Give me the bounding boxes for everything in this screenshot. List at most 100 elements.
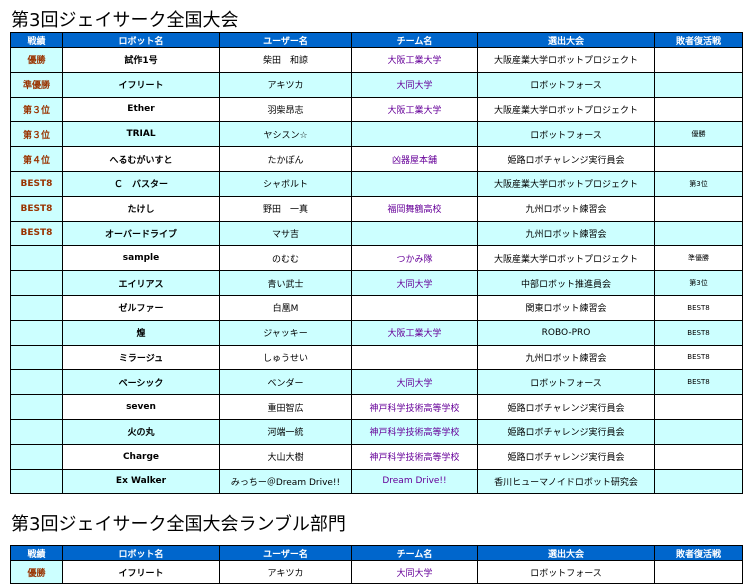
cell-rank: 第３位 [10,96,63,123]
cell-rank [10,468,63,495]
table-row: ミラージュ しゅうせい 九州ロボット練習会 BEST8 [10,344,743,371]
cell-robot-name: オーバードライブ [62,220,220,247]
cell-user-name: たかぽん [219,146,352,172]
cell-team-name: 大同大学 [351,71,478,98]
table-row: 第３位 TRIAL ヤシスン☆ ロボットフォース 優勝 [10,121,743,148]
cell-event: 中部ロボット推進員会 [477,270,655,296]
cell-robot-name: ベーシック [62,369,220,396]
cell-rank: 準優勝 [10,71,63,98]
cell-team-name: 大阪工業大学 [351,319,478,346]
cell-revival: 第3位 [654,270,743,296]
cell-revival [654,146,743,172]
table-row: 第４位 へるむがいすと たかぽん 凶器屋本舗 姫路ロボチャレンジ実行員会 [10,146,743,172]
header-event: 選出大会 [477,545,655,561]
cell-robot-name: エイリアス [62,270,220,296]
rumble-results-table: 戦績 ロボット名 ユーザー名 チーム名 選出大会 敗者復活戦 優勝 イフリート アキ… [10,545,743,584]
cell-rank: 優勝 [10,47,63,73]
results-table: 戦績 ロボット名 ユーザー名 チーム名 選出大会 敗者復活戦 優勝 試作1号 柴田 … [10,32,743,495]
cell-team-name: 大同大学 [351,560,478,584]
cell-event: ロボットフォース [477,121,655,148]
table-row: BEST8 Ｃ バスター シャボルト 大阪産業大学ロボットプロジェクト 第3位 [10,170,743,197]
cell-revival [654,394,743,420]
cell-team-name: 凶器屋本舗 [351,146,478,172]
cell-user-name: しゅうせい [219,344,352,371]
table-row: 準優勝 イフリート アキツカ 大同大学 ロボットフォース [10,71,743,98]
cell-user-name: みっちー＠Dream Drive!! [219,468,352,495]
cell-revival: BEST8 [654,294,743,321]
table-row: 煌ジャッキー 大阪工業大学 ROBO-PRO BEST8 [10,319,743,346]
cell-rank [10,394,63,420]
table-header-row: 戦績 ロボット名 ユーザー名 チーム名 選出大会 敗者復活戦 [10,32,743,48]
cell-rank [10,369,63,396]
cell-team-name: 大阪工業大学 [351,96,478,123]
header-user: ユーザー名 [219,545,352,561]
table-row: ゼルファー 白凰M 関東ロボット練習会 BEST8 [10,294,743,321]
cell-event: 姫路ロボチャレンジ実行員会 [477,443,655,470]
cell-event: 大阪産業大学ロボットプロジェクト [477,47,655,73]
cell-revival [654,418,743,445]
cell-user-name: 野田 一真 [219,195,352,222]
rumble-section-title: 第3回ジェイサーク全国大会ランブル部門 [11,514,346,535]
cell-user-name: ヤシスン☆ [219,121,352,148]
cell-event: 九州ロボット練習会 [477,220,655,247]
cell-user-name: 大山大樹 [219,443,352,470]
cell-rank: BEST8 [10,220,63,247]
cell-team-name: つかみ隊 [351,245,478,272]
cell-rank: 優勝 [10,560,63,584]
header-rank: 戦績 [10,32,63,48]
cell-event: 大阪産業大学ロボットプロジェクト [477,245,655,272]
cell-user-name: マサ吉 [219,220,352,247]
cell-team-name: 神戸科学技術高等学校 [351,418,478,445]
cell-user-name: のむむ [219,245,352,272]
header-event: 選出大会 [477,32,655,48]
table-row: sample のむむ つかみ隊 大阪産業大学ロボットプロジェクト 準優勝 [10,245,743,272]
cell-rank [10,418,63,445]
table-row: 優勝 試作1号 柴田 和諒 大阪工業大学 大阪産業大学ロボットプロジェクト [10,47,743,73]
header-team: チーム名 [351,32,478,48]
cell-user-name: ベンダー [219,369,352,396]
header-rank: 戦績 [10,545,63,561]
cell-revival [654,560,743,584]
cell-robot-name: ゼルファー [62,294,220,321]
cell-event: ロボットフォース [477,369,655,396]
cell-user-name: 白凰M [219,294,352,321]
cell-user-name: 柴田 和諒 [219,47,352,73]
cell-rank [10,294,63,321]
cell-team-name [351,294,478,321]
table-row: 第３位 Ether 羽柴昂志 大阪工業大学 大阪産業大学ロボットプロジェクト [10,96,743,123]
table-row: Ex Walker みっちー＠Dream Drive!! Dream Drive!!… [10,468,743,495]
cell-rank: BEST8 [10,195,63,222]
cell-team-name: 神戸科学技術高等学校 [351,443,478,470]
cell-rank: BEST8 [10,170,63,197]
cell-event: 大阪産業大学ロボットプロジェクト [477,96,655,123]
table-row: BEST8 オーバードライブ マサ吉 九州ロボット練習会 [10,220,743,247]
cell-event: 姫路ロボチャレンジ実行員会 [477,418,655,445]
cell-team-name [351,170,478,197]
cell-user-name: 青い武士 [219,270,352,296]
table-row: エイリアス 青い武士 大同大学 中部ロボット推進員会 第3位 [10,270,743,296]
table-row: 火の丸 河端一統 神戸科学技術高等学校 姫路ロボチャレンジ実行員会 [10,418,743,445]
cell-robot-name: たけし [62,195,220,222]
cell-revival: BEST8 [654,319,743,346]
cell-robot-name: 火の丸 [62,418,220,445]
cell-event: ロボットフォース [477,560,655,584]
cell-robot-name: イフリート [62,71,220,98]
cell-event: 姫路ロボチャレンジ実行員会 [477,146,655,172]
cell-revival [654,195,743,222]
cell-team-name: 大阪工業大学 [351,47,478,73]
header-revival: 敗者復活戦 [654,545,743,561]
cell-team-name [351,220,478,247]
header-robot: ロボット名 [62,545,220,561]
page-title: 第3回ジェイサーク全国大会 [11,10,239,31]
cell-event: 関東ロボット練習会 [477,294,655,321]
cell-event: 九州ロボット練習会 [477,195,655,222]
cell-robot-name: へるむがいすと [62,146,220,172]
header-robot: ロボット名 [62,32,220,48]
cell-rank [10,344,63,371]
cell-robot-name: Ex Walker [62,468,220,495]
cell-user-name: ジャッキー [219,319,352,346]
cell-robot-name: sample [62,245,220,272]
cell-robot-name: TRIAL [62,121,220,148]
cell-robot-name: Charge [62,443,220,470]
cell-event: ロボットフォース [477,71,655,98]
